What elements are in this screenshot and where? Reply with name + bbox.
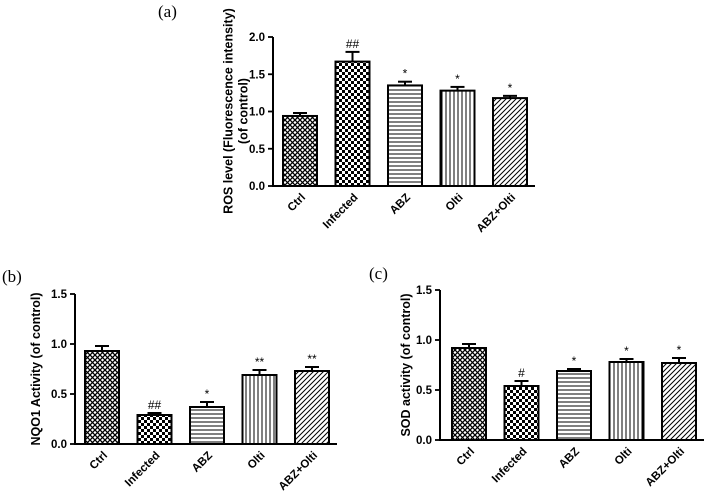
y-tick-label: 1.0 [416,335,432,347]
bar [492,97,528,187]
x-tick-label: ABZ [388,192,413,217]
y-tick-label: 2.0 [249,32,265,44]
significance-label: ## [346,37,360,51]
significance-label: ** [307,352,317,366]
y-axis-label: ROS level (Fluorescence intensity) [222,8,236,214]
x-tick-label: Ctrl [455,446,477,468]
y-axis-label: (of control) [237,78,251,144]
x-tick-label: Infected [490,446,530,486]
bar [334,60,371,187]
bar [451,347,487,441]
significance-label: ** [255,355,265,369]
x-tick-label: ABZ [190,450,215,475]
y-tick-label: 0.5 [51,389,68,401]
bar [84,350,120,445]
panel-label: (b) [2,267,22,286]
x-tick-label: Ctrl [88,450,110,472]
bar [189,406,225,445]
significance-label: * [677,343,682,357]
bar [241,374,278,445]
chart-panel-a: (a) 0.0 0.5 1.0 1.5 2.0 ROS level (Fluorescenc… [158,2,535,235]
y-tick-label: 1.0 [51,339,67,351]
x-tick-label: ABZ+Olti [277,450,320,492]
bar [136,414,173,445]
panel-label: (c) [369,264,388,283]
significance-label: * [403,67,408,81]
y-tick-label: 0.5 [249,144,266,156]
significance-label: * [455,72,460,86]
bar [294,370,330,445]
y-tick-label: 0.5 [416,385,433,397]
bar [503,385,540,441]
y-tick-label: 0.0 [416,435,432,447]
x-tick-label: Olti [246,450,268,472]
bar [282,114,318,187]
significance-label: * [205,387,210,401]
x-tick-label: Infected [123,450,163,490]
bar [608,361,645,441]
x-tick-label: Olti [613,446,635,468]
x-tick-label: ABZ+Olti [475,192,518,235]
chart-panel-b: (b) 0.0 0.5 1.0 1.5 NQO1 Activity (of control… [2,267,337,492]
y-axis-label: NQO1 Activity (of control) [29,292,43,445]
y-tick-label: 0.0 [51,439,67,451]
x-tick-label: Infected [321,192,361,232]
bar [661,362,697,441]
significance-label: * [624,344,629,358]
significance-label: * [572,354,577,368]
x-tick-label: ABZ+Olti [644,446,687,489]
y-tick-label: 1.5 [51,289,68,301]
y-tick-label: 1.5 [249,69,266,81]
bar [556,370,592,441]
significance-label: # [518,366,525,380]
y-axis-label: SOD activity (of control) [399,293,413,436]
panel-label: (a) [158,2,177,21]
y-tick-label: 1.0 [249,107,265,119]
bar [439,89,476,187]
significance-label: * [508,81,513,95]
y-tick-label: 0.0 [249,181,265,193]
x-tick-label: Ctrl [286,192,308,214]
x-tick-label: Olti [444,192,466,214]
y-tick-label: 1.5 [416,285,433,297]
significance-label: ## [148,398,162,412]
x-tick-label: ABZ [557,446,582,471]
bar [387,84,423,187]
